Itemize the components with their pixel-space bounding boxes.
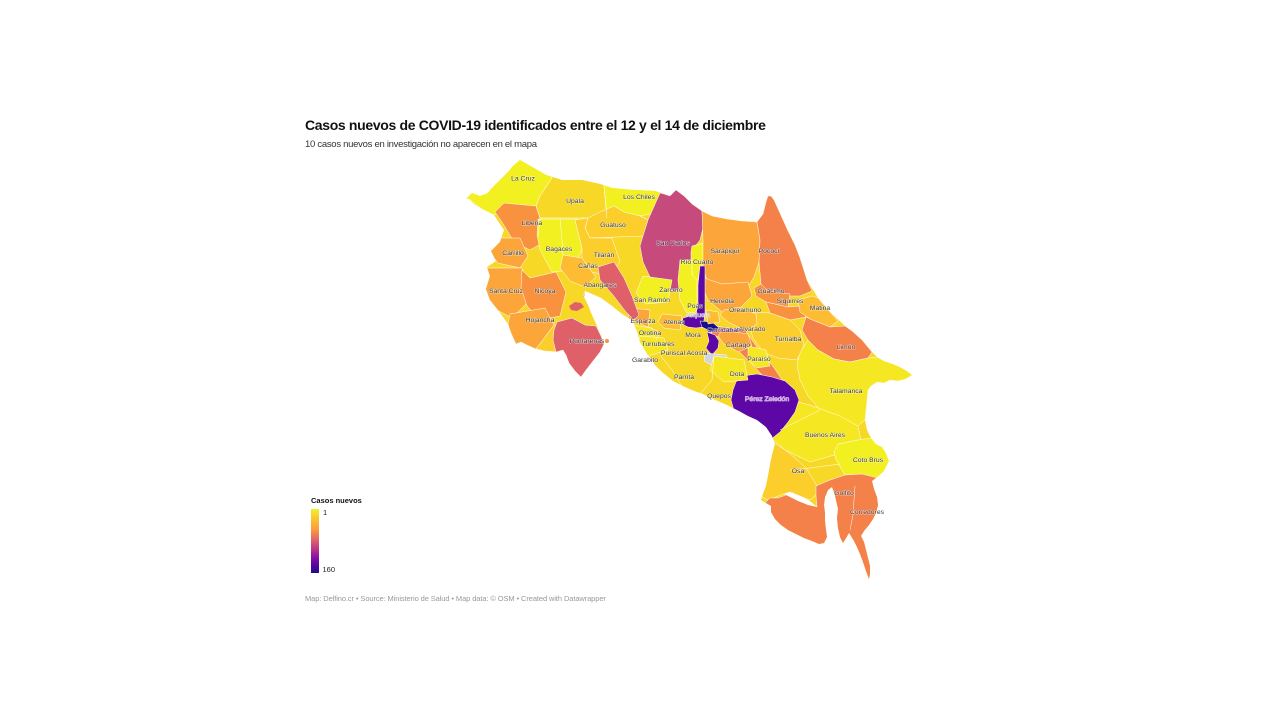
- svg-text:Atenas: Atenas: [663, 319, 685, 326]
- svg-text:Hojancha: Hojancha: [526, 317, 555, 324]
- svg-text:Heredia: Heredia: [710, 298, 734, 305]
- svg-text:Zarcero: Zarcero: [659, 287, 683, 294]
- svg-text:Alajuela: Alajuela: [686, 312, 710, 319]
- svg-text:San Ramón: San Ramón: [634, 297, 670, 304]
- svg-text:Matina: Matina: [810, 305, 831, 312]
- svg-text:Paraíso: Paraíso: [747, 356, 771, 363]
- svg-text:Bagaces: Bagaces: [546, 246, 573, 253]
- svg-text:Pococí: Pococí: [759, 248, 780, 255]
- svg-text:Tilarán: Tilarán: [594, 252, 615, 259]
- svg-text:Esparza: Esparza: [631, 318, 656, 325]
- svg-text:Coto Brus: Coto Brus: [853, 457, 884, 464]
- svg-text:Nicoya: Nicoya: [535, 288, 556, 295]
- svg-text:Guácimo: Guácimo: [757, 288, 784, 295]
- svg-text:Buenos Aires: Buenos Aires: [805, 432, 846, 439]
- svg-text:Pérez Zeledón: Pérez Zeledón: [745, 396, 789, 403]
- svg-text:Quepos: Quepos: [707, 393, 731, 400]
- svg-text:Limón: Limón: [837, 344, 856, 351]
- svg-text:Upala: Upala: [566, 198, 584, 205]
- svg-text:Sarapiquí: Sarapiquí: [710, 248, 739, 255]
- svg-text:Liberia: Liberia: [522, 220, 543, 227]
- svg-text:Golfito: Golfito: [834, 490, 854, 497]
- svg-text:Poás: Poás: [687, 303, 703, 310]
- svg-text:Abangares: Abangares: [584, 282, 617, 289]
- svg-text:Acosta: Acosta: [687, 350, 708, 357]
- svg-text:Río Cuarto: Río Cuarto: [681, 259, 714, 266]
- svg-text:Cartago: Cartago: [726, 342, 750, 349]
- svg-text:Puntarenas: Puntarenas: [570, 338, 605, 345]
- svg-text:Turrubares: Turrubares: [642, 341, 676, 348]
- svg-text:Los Chiles: Los Chiles: [623, 194, 655, 201]
- svg-text:Corredores: Corredores: [850, 509, 885, 516]
- svg-text:Mora: Mora: [685, 332, 701, 339]
- svg-text:Turrialba: Turrialba: [775, 336, 802, 343]
- svg-text:Siquirres: Siquirres: [777, 298, 804, 305]
- svg-text:San Carlos: San Carlos: [656, 240, 690, 247]
- svg-text:Puriscal: Puriscal: [661, 350, 686, 357]
- svg-text:Cañas: Cañas: [578, 263, 598, 270]
- svg-text:Guatuso: Guatuso: [600, 222, 626, 229]
- svg-text:Garabito: Garabito: [632, 357, 658, 364]
- svg-text:Talamanca: Talamanca: [830, 388, 863, 395]
- svg-text:Curridabat: Curridabat: [707, 327, 739, 334]
- svg-text:Alvarado: Alvarado: [739, 326, 766, 333]
- svg-text:Dota: Dota: [730, 371, 745, 378]
- svg-text:Parrita: Parrita: [674, 374, 694, 381]
- svg-text:Oreamuno: Oreamuno: [729, 307, 761, 314]
- svg-text:Osa: Osa: [792, 468, 805, 475]
- svg-text:Carrillo: Carrillo: [502, 250, 524, 257]
- svg-text:Santa Cruz: Santa Cruz: [489, 288, 524, 295]
- svg-text:Orotina: Orotina: [639, 330, 662, 337]
- svg-text:La Cruz: La Cruz: [511, 176, 535, 183]
